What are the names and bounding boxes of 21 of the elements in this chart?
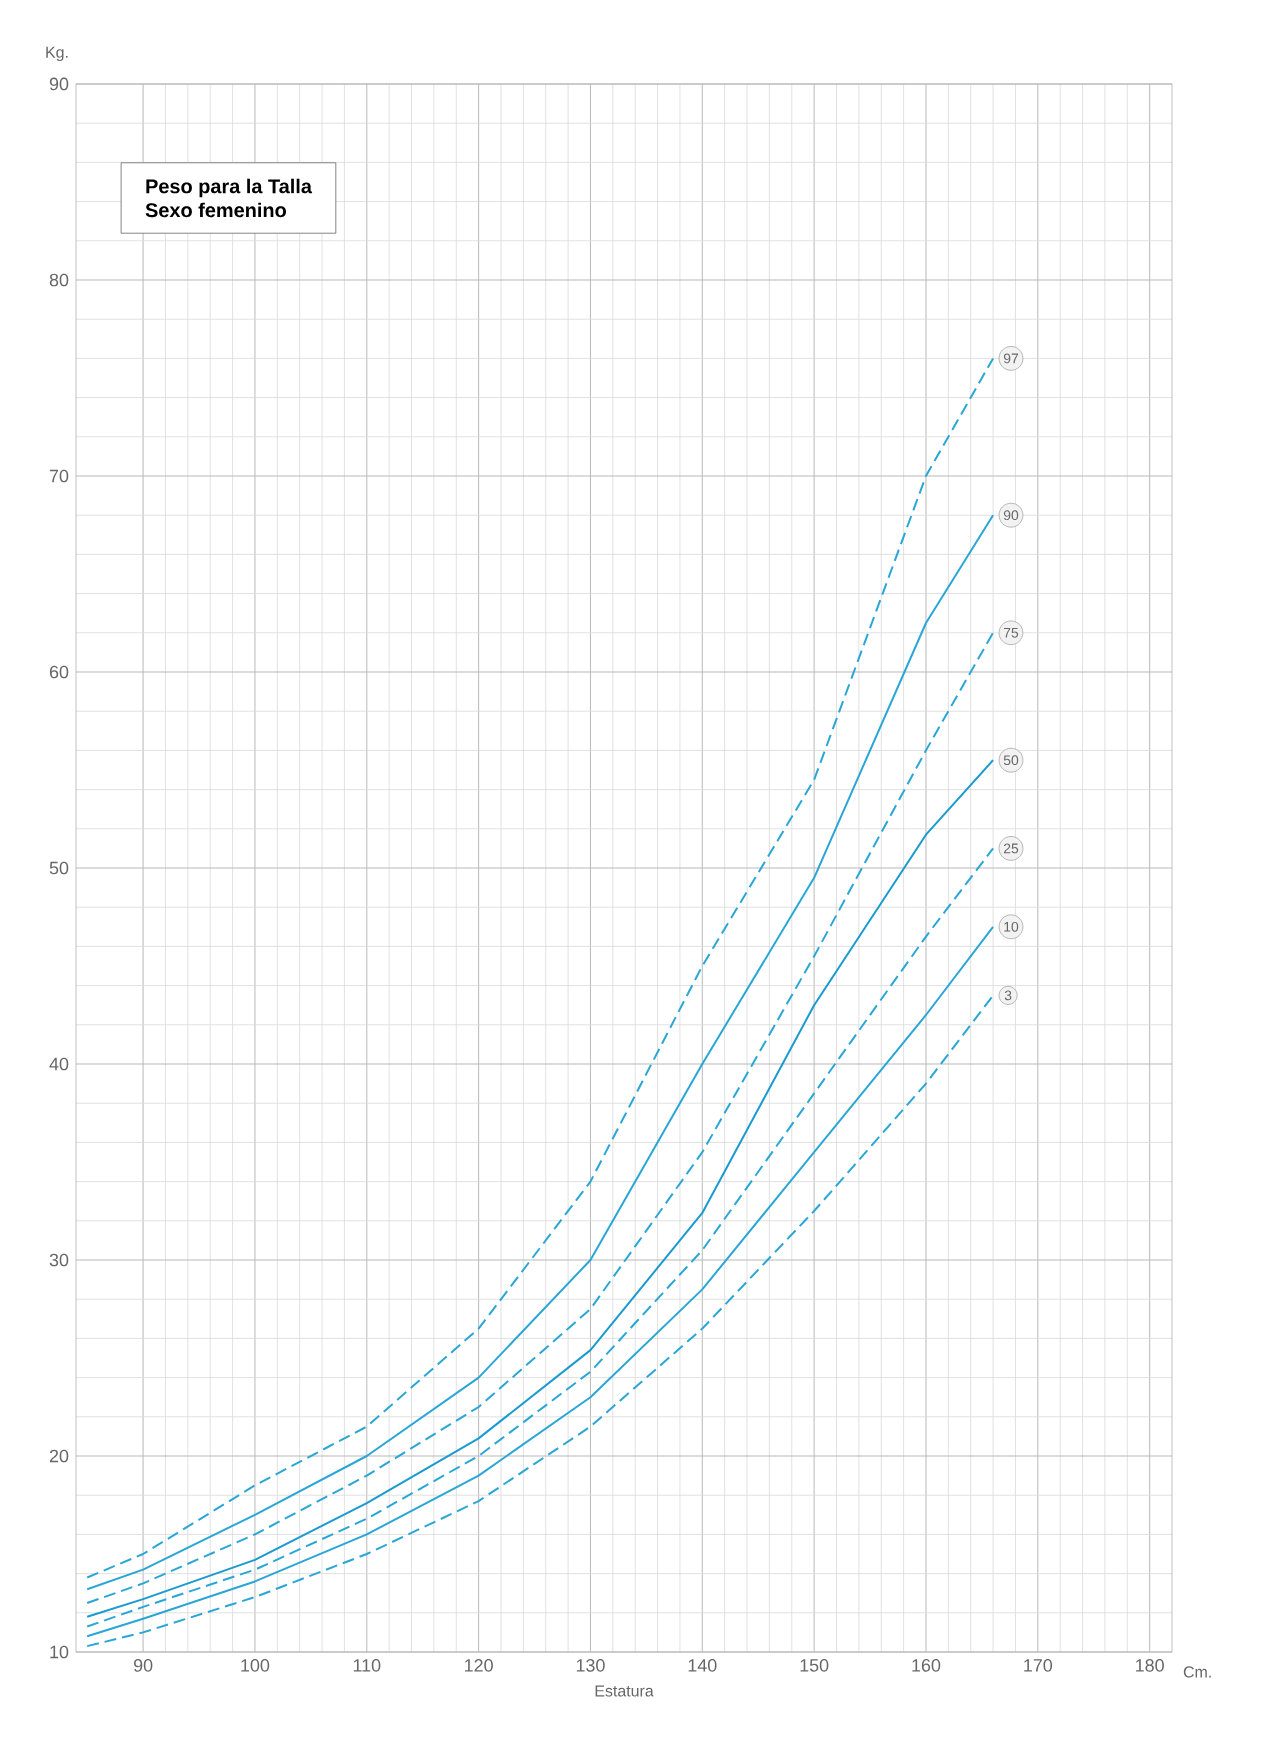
y-tick-label: 40: [49, 1057, 69, 1071]
x-tick-label: 90: [133, 1659, 153, 1672]
text: Peso para la Talla: [146, 178, 313, 198]
x-tick-label: 110: [353, 1659, 381, 1672]
y-tick-label: 20: [49, 1449, 69, 1463]
x-tick-label: 160: [912, 1659, 941, 1672]
x-tick-label: 120: [465, 1659, 493, 1672]
y-tick-label: 70: [49, 469, 69, 483]
y-tick-label: 90: [49, 77, 69, 91]
y-tick-label: 50: [49, 861, 69, 875]
x-tick-label: 150: [800, 1659, 829, 1672]
y-tick-label: 80: [49, 273, 69, 287]
x-tick-label: 140: [688, 1659, 717, 1672]
y-tick-label: 10: [50, 1645, 69, 1659]
x-tick-label: 130: [576, 1659, 605, 1672]
y-tick-label: 30: [49, 1253, 69, 1267]
x-tick-label: 100: [241, 1659, 270, 1672]
text: Sexo femenino: [145, 202, 286, 218]
y-tick-label: 60: [49, 665, 69, 679]
x-tick-label: 180: [1136, 1659, 1164, 1672]
x-tick-label: 170: [1024, 1659, 1053, 1672]
